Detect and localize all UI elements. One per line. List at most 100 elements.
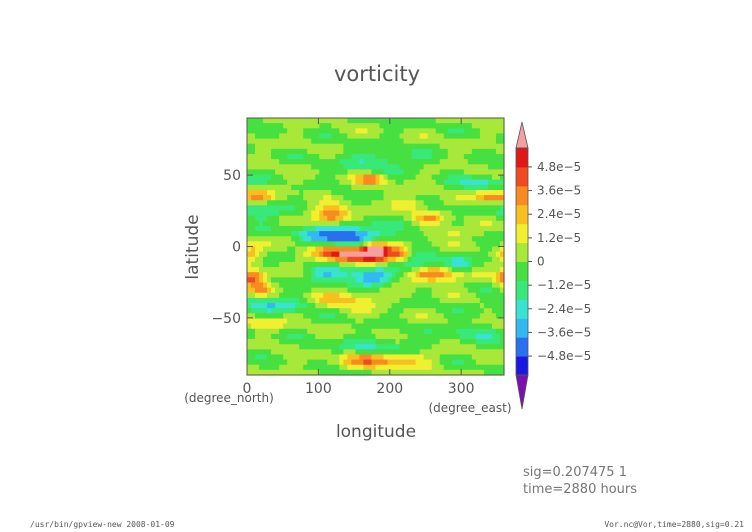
- heatmap-cell: [347, 256, 353, 263]
- heatmap-cell: [323, 328, 328, 335]
- heatmap-cell: [451, 287, 457, 294]
- heatmap-cell: [435, 246, 441, 253]
- heatmap-cell: [435, 303, 441, 309]
- heatmap-cell: [423, 118, 429, 124]
- heatmap-cell: [403, 189, 409, 196]
- heatmap-cell: [335, 236, 340, 242]
- heatmap-cell: [319, 164, 324, 170]
- heatmap-cell: [363, 328, 369, 335]
- heatmap-cell: [467, 231, 473, 237]
- heatmap-cell: [431, 241, 437, 248]
- heatmap-cell: [491, 236, 497, 242]
- heatmap-cell: [495, 344, 501, 350]
- heatmap-cell: [423, 354, 429, 361]
- heatmap-cell: [299, 349, 304, 356]
- heatmap-cell: [251, 200, 256, 206]
- heatmap-cell: [467, 333, 473, 340]
- heatmap-cell: [407, 205, 413, 212]
- heatmap-cell: [315, 210, 320, 217]
- heatmap-cell: [399, 189, 405, 196]
- heatmap-cell: [359, 251, 365, 258]
- heatmap-cell: [471, 189, 477, 196]
- heatmap-cell: [323, 354, 328, 361]
- heatmap-cell: [415, 184, 421, 191]
- heatmap-cell: [407, 323, 413, 330]
- heatmap-cell: [479, 297, 485, 304]
- heatmap-cell: [483, 236, 489, 242]
- heatmap-cell: [307, 354, 312, 361]
- heatmap-cell: [291, 220, 296, 227]
- heatmap-cell: [443, 128, 449, 135]
- heatmap-cell: [451, 220, 457, 227]
- heatmap-cell: [487, 220, 493, 227]
- heatmap-cell: [339, 292, 344, 299]
- heatmap-cell: [491, 174, 497, 181]
- heatmap-cell: [487, 123, 493, 129]
- heatmap-cell: [351, 282, 357, 289]
- heatmap-cell: [291, 148, 296, 155]
- heatmap-cell: [427, 200, 433, 206]
- heatmap-cell: [479, 251, 485, 258]
- heatmap-cell: [351, 169, 357, 176]
- heatmap-cell: [311, 308, 316, 314]
- heatmap-cell: [327, 143, 332, 150]
- heatmap-cell: [339, 287, 344, 294]
- heatmap-cell: [435, 153, 441, 160]
- heatmap-cell: [391, 282, 397, 289]
- heatmap-cell: [367, 313, 373, 320]
- heatmap-cell: [347, 138, 353, 145]
- heatmap-cell: [439, 287, 445, 294]
- heatmap-cell: [359, 297, 365, 304]
- heatmap-cell: [267, 215, 272, 222]
- heatmap-cell: [443, 313, 449, 320]
- heatmap-cell: [267, 267, 272, 273]
- heatmap-cell: [307, 359, 312, 366]
- heatmap-cell: [331, 303, 336, 309]
- heatmap-cell: [475, 118, 481, 124]
- heatmap-cell: [387, 272, 393, 278]
- heatmap-cell: [443, 159, 449, 165]
- heatmap-cell: [299, 189, 304, 196]
- heatmap-cell: [495, 200, 501, 206]
- heatmap-cell: [459, 174, 465, 181]
- heatmap-cell: [327, 246, 332, 253]
- heatmap-cell: [483, 313, 489, 320]
- heatmap-cell: [299, 184, 304, 191]
- heatmap-cell: [279, 200, 284, 206]
- heatmap-cell: [295, 133, 300, 140]
- heatmap-cell: [351, 323, 357, 330]
- heatmap-cell: [323, 220, 328, 227]
- heatmap-cell: [339, 195, 344, 201]
- heatmap-cell: [495, 231, 501, 237]
- heatmap-cell: [479, 164, 485, 170]
- heatmap-cell: [479, 236, 485, 242]
- heatmap-cell: [303, 138, 308, 145]
- heatmap-cell: [355, 179, 361, 186]
- heatmap-cell: [247, 231, 252, 237]
- heatmap-cell: [255, 328, 260, 335]
- heatmap-cell: [471, 369, 477, 376]
- heatmap-cell: [419, 339, 425, 345]
- heatmap-cell: [375, 184, 381, 191]
- heatmap-cell: [483, 128, 489, 135]
- heatmap-cell: [251, 267, 256, 273]
- heatmap-cell: [435, 333, 441, 340]
- heatmap-cell: [291, 118, 296, 124]
- heatmap-cell: [319, 179, 324, 186]
- heatmap-cell: [367, 153, 373, 160]
- heatmap-cell: [443, 241, 449, 248]
- heatmap-cell: [367, 333, 373, 340]
- heatmap-cell: [311, 215, 316, 222]
- heatmap-cell: [431, 189, 437, 196]
- heatmap-cell: [367, 118, 373, 124]
- heatmap-cell: [499, 333, 505, 340]
- heatmap-cell: [299, 261, 304, 268]
- heatmap-cell: [483, 369, 489, 376]
- heatmap-cell: [319, 241, 324, 248]
- heatmap-cell: [347, 143, 353, 150]
- heatmap-cell: [303, 118, 308, 124]
- heatmap-cell: [271, 349, 276, 356]
- heatmap-cell: [487, 200, 493, 206]
- heatmap-cell: [283, 272, 288, 278]
- heatmap-cell: [315, 215, 320, 222]
